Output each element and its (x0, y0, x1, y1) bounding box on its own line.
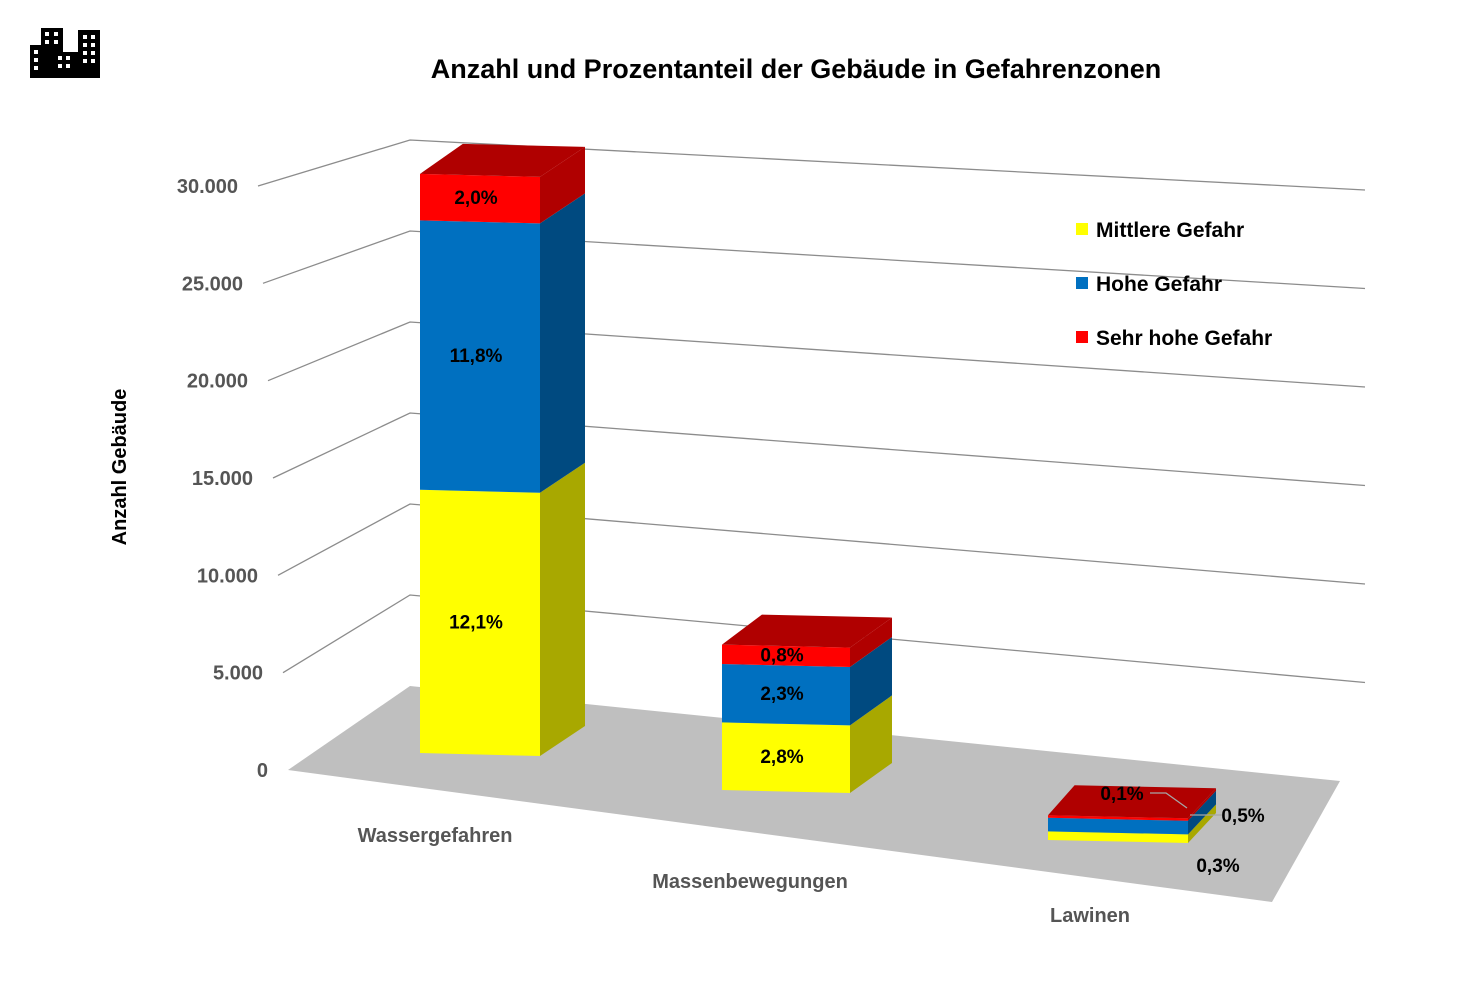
data-label: 0,1% (1100, 784, 1143, 805)
bar-segment-front (420, 173, 540, 224)
x-category-label: Lawinen (1050, 905, 1130, 927)
bar-segment-side (1188, 788, 1216, 821)
data-label: 0,8% (760, 645, 803, 666)
bar-segment-side (850, 695, 892, 793)
data-label: 2,8% (760, 747, 803, 768)
chart-title: Anzahl und Prozentanteil der Gebäude in … (431, 54, 1162, 84)
bar-segment-side (540, 462, 585, 756)
y-tick-label: 5.000 (213, 663, 263, 685)
legend-label: Sehr hohe Gefahr (1096, 327, 1272, 350)
bar-segment-side (540, 193, 585, 493)
data-label: 0,3% (1196, 856, 1239, 877)
bar-segment-side (1188, 790, 1216, 835)
bar-segment-front (722, 722, 850, 793)
y-tick-label: 25.000 (182, 273, 243, 295)
legend-item: Sehr hohe Gefahr (1076, 327, 1272, 350)
gridline (262, 230, 1366, 290)
leader-line (1150, 792, 1188, 809)
x-category-label: Massenbewegungen (652, 871, 848, 893)
gridline (257, 139, 1366, 191)
legend-item: Mittlere Gefahr (1076, 219, 1244, 242)
bar-stack-lawinen (1048, 785, 1216, 843)
bar-segment-front (1048, 815, 1188, 821)
bar-segment-side (1188, 804, 1216, 843)
gridline (272, 412, 1366, 487)
legend-label: Hohe Gefahr (1096, 273, 1222, 296)
data-label: 11,8% (450, 346, 503, 367)
y-axis-label: Anzahl Gebäude (109, 389, 131, 546)
bar-segment-front (1048, 817, 1188, 835)
bar-segment-front (722, 664, 850, 726)
bar-segment-front (1048, 831, 1188, 843)
bar-top (420, 143, 585, 177)
legend-swatch (1076, 277, 1088, 289)
bar-segment-side (540, 146, 585, 224)
bar-segment-front (420, 489, 540, 756)
gridline (267, 321, 1366, 388)
bar-top (722, 614, 892, 648)
legend-swatch (1076, 223, 1088, 235)
bar-segment-front (420, 220, 540, 493)
y-tick-label: 30.000 (177, 176, 238, 198)
y-tick-label: 10.000 (197, 565, 258, 587)
y-tick-label: 20.000 (187, 371, 248, 393)
legend-item: Hohe Gefahr (1076, 273, 1222, 296)
bar-segment-front (722, 644, 850, 667)
bar-top (1048, 785, 1216, 819)
bar-stack-wassergefahren (420, 143, 585, 756)
bar-stack-massenbewegungen (722, 614, 892, 793)
legend-swatch (1076, 331, 1088, 343)
y-tick-label: 15.000 (192, 468, 253, 490)
data-label: 0,5% (1221, 806, 1264, 827)
bar-segment-side (850, 617, 892, 667)
buildings-icon (30, 28, 100, 78)
data-label: 12,1% (449, 612, 503, 633)
data-label: 2,0% (454, 188, 497, 209)
bar-segment-side (850, 637, 892, 726)
x-category-label: Wassergefahren (358, 825, 513, 847)
gridline (277, 503, 1366, 585)
y-tick-label: 0 (257, 760, 268, 782)
gridline (282, 594, 1366, 684)
legend-label: Mittlere Gefahr (1096, 219, 1244, 242)
data-label: 2,3% (760, 684, 803, 705)
